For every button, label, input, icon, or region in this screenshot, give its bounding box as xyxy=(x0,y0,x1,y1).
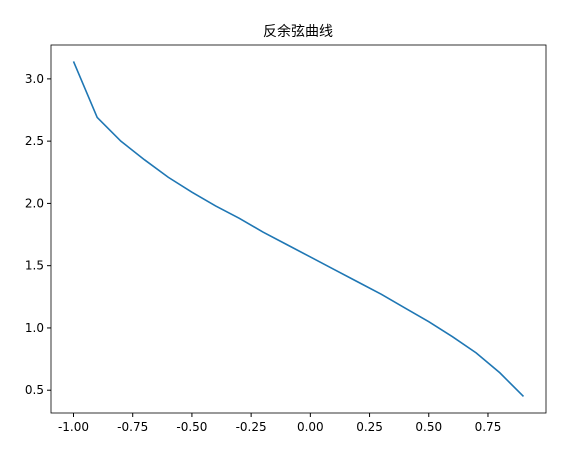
x-tick-label: 0.00 xyxy=(297,420,324,434)
line xyxy=(72,61,525,398)
x-tick-label: -1.00 xyxy=(58,420,89,434)
x-tick-label: 0.25 xyxy=(356,420,383,434)
x-tick-label: -0.25 xyxy=(236,420,267,434)
y-tick-label: 1.0 xyxy=(25,321,44,335)
chart-title: 反余弦曲线 xyxy=(263,23,333,40)
x-tick-label: -0.75 xyxy=(117,420,148,434)
y-tick-label: 1.5 xyxy=(25,259,44,273)
y-tick-label: 0.5 xyxy=(25,383,44,397)
y-tick-label: 2.0 xyxy=(25,196,44,210)
x-tick-label: 0.75 xyxy=(475,420,502,434)
plot-frame xyxy=(50,44,547,414)
x-tick-label: -0.50 xyxy=(176,420,207,434)
x-tick-label: 0.50 xyxy=(415,420,442,434)
y-tick-label: 3.0 xyxy=(25,72,44,86)
y-tick-label: 2.5 xyxy=(25,134,44,148)
